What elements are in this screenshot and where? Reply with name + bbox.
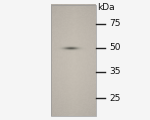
Text: 50: 50	[109, 44, 120, 53]
Text: 25: 25	[109, 94, 120, 103]
Text: 75: 75	[109, 19, 120, 29]
Text: 35: 35	[109, 67, 120, 77]
Bar	[51, 5, 96, 116]
Text: kDa: kDa	[98, 3, 115, 12]
